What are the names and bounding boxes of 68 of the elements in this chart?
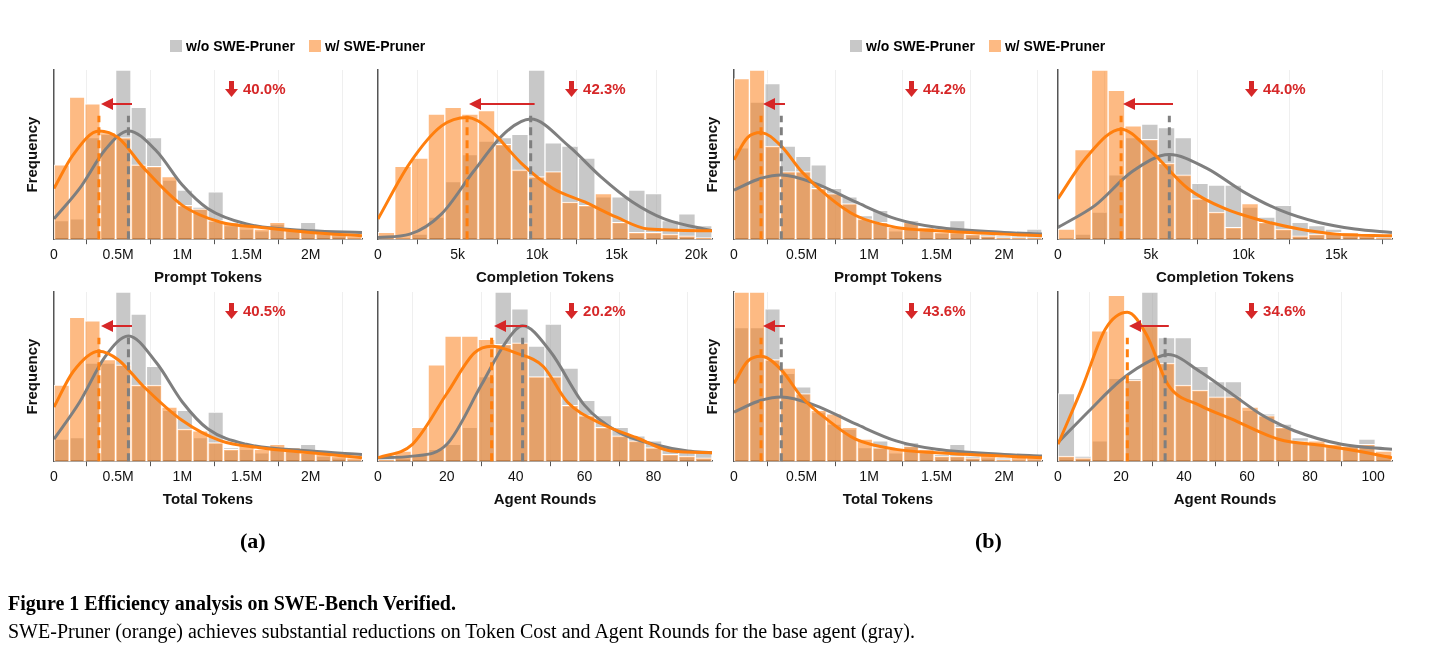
x-tick-label: 60 <box>576 468 593 485</box>
text: SWE-Pruner (orange) achieves substantial reductions on Token Cost and Agent Rounds for the base agent (gray). <box>8 620 915 643</box>
x-tick-label: 0 <box>50 246 59 263</box>
annotation: 43.6% <box>922 302 966 320</box>
x-axis-title: Prompt Tokens <box>833 268 943 286</box>
x-tick-label: 20 <box>1113 468 1130 485</box>
annotation: 20.2% <box>583 302 626 320</box>
x-tick-label: 0.5M <box>785 246 818 263</box>
x-axis-title: Completion Tokens <box>475 268 615 286</box>
x-tick-label: 0 <box>730 246 739 263</box>
y-axis-title: Frequency <box>703 338 721 415</box>
annotation: 42.3% <box>583 80 626 98</box>
x-tick-label: 10k <box>525 246 550 263</box>
x-tick-label: 0 <box>1054 246 1063 263</box>
annotation: 44.2% <box>922 80 966 98</box>
annotation: 40.5% <box>242 302 286 320</box>
x-tick-label: 1.5M <box>230 246 263 263</box>
x-tick-label: 10k <box>1232 246 1256 263</box>
x-tick-label: 0 <box>374 246 383 263</box>
x-tick-label: 80 <box>645 468 662 485</box>
x-tick-label: 2M <box>994 246 1014 263</box>
x-axis-title: Completion Tokens <box>1155 268 1295 286</box>
y-axis-title: Frequency <box>703 116 721 193</box>
y-axis-title: Frequency <box>23 116 41 193</box>
x-tick-label: 80 <box>1302 468 1319 485</box>
x-tick-label: 0 <box>374 468 383 485</box>
x-tick-label: 5k <box>1143 246 1160 263</box>
text: (b) <box>975 528 1002 554</box>
x-axis-title: Total Tokens <box>162 490 254 508</box>
x-tick-label: 0 <box>1054 468 1063 485</box>
legend-label: w/ SWE-Pruner <box>324 38 426 54</box>
x-tick-label: 5k <box>450 246 466 263</box>
x-tick-label: 20k <box>684 246 709 263</box>
x-tick-label: 1.5M <box>921 468 953 485</box>
x-axis-title: Prompt Tokens <box>153 268 263 286</box>
annotation: 40.0% <box>242 80 286 98</box>
x-tick-label: 15k <box>1325 246 1349 263</box>
x-tick-label: 40 <box>1176 468 1193 485</box>
text: (a) <box>240 528 266 554</box>
x-tick-label: 1.5M <box>921 246 953 263</box>
x-axis-title: Agent Rounds <box>1173 490 1277 508</box>
x-tick-label: 1M <box>172 246 193 263</box>
x-tick-label: 2M <box>994 468 1014 485</box>
x-tick-label: 15k <box>605 246 629 263</box>
legend-label: w/ SWE-Pruner <box>1004 38 1106 54</box>
x-tick-label: 0 <box>50 468 59 485</box>
x-tick-label: 0.5M <box>102 468 134 485</box>
annotation: 44.0% <box>1263 80 1306 98</box>
x-tick-label: 0 <box>730 468 739 485</box>
x-tick-label: 20 <box>439 468 455 485</box>
x-tick-label: 0.5M <box>785 468 818 485</box>
x-tick-label: 1M <box>172 468 193 485</box>
y-axis-title: Frequency <box>23 338 41 415</box>
annotation: 34.6% <box>1263 302 1306 320</box>
x-tick-label: 1.5M <box>230 468 263 485</box>
x-tick-label: 1M <box>859 468 879 485</box>
x-tick-label: 1M <box>859 246 879 263</box>
x-tick-label: 0.5M <box>102 246 134 263</box>
x-tick-label: 2M <box>300 468 321 485</box>
x-tick-label: 40 <box>507 468 524 485</box>
x-tick-label: 2M <box>300 246 321 263</box>
legend-label: w/o SWE-Pruner <box>866 38 975 54</box>
legend-label: w/o SWE-Pruner <box>186 38 295 54</box>
caption: Figure 1 Efficiency analysis on SWE-Bench Verified. <box>8 592 456 615</box>
x-axis-title: Agent Rounds <box>493 490 597 508</box>
x-axis-title: Total Tokens <box>842 490 934 508</box>
x-tick-label: 60 <box>1239 468 1256 485</box>
x-tick-label: 100 <box>1361 468 1385 485</box>
